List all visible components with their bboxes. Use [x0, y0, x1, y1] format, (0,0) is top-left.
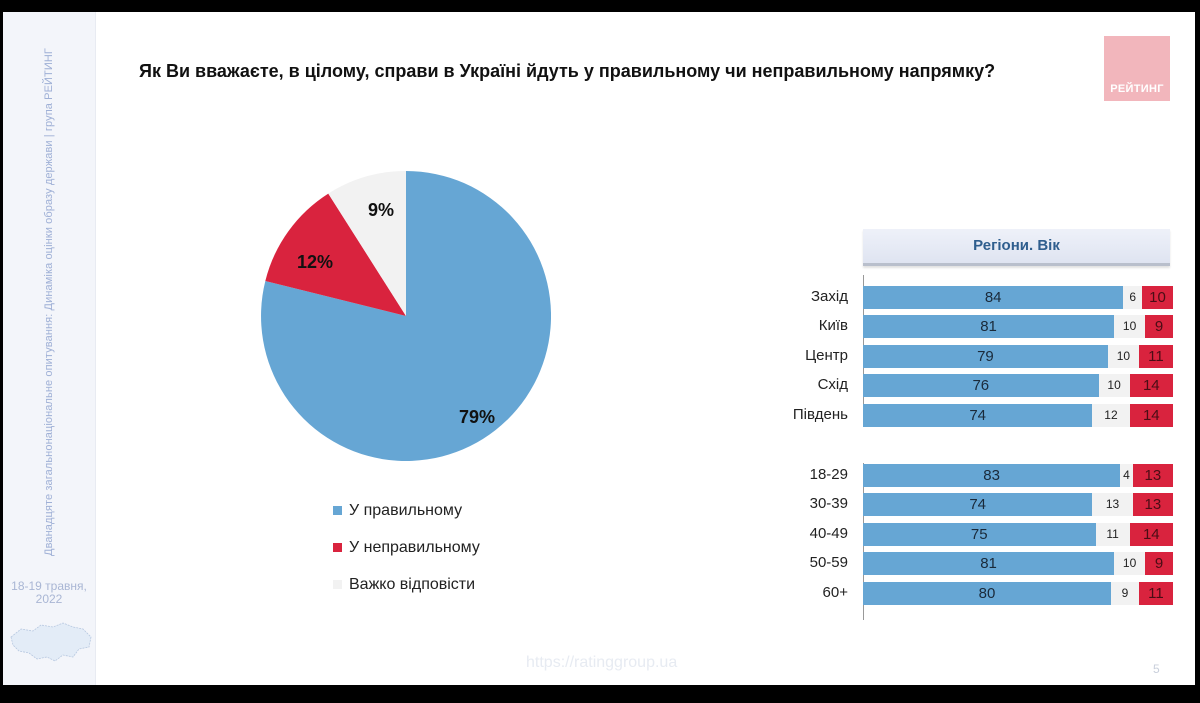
bar-label: Центр [805, 347, 848, 364]
bar-segment-right: 74 [863, 404, 1093, 427]
bar-segment-wrong: 13 [1132, 493, 1173, 516]
pie-legend: У правильному У неправильному Важко відп… [333, 492, 480, 603]
slide: Дванадцяте загальнонаціональне опитуванн… [3, 12, 1195, 685]
bar-segment-hard: 10 [1114, 315, 1146, 338]
bar-segment-right: 83 [863, 464, 1121, 487]
date-line-1: 18-19 травня, [11, 579, 87, 593]
legend-item-hard: Важко відповісти [333, 566, 480, 603]
pie-slice-wrong [265, 193, 406, 316]
bar-segment-wrong: 9 [1145, 552, 1173, 575]
bar-label: 60+ [822, 584, 848, 601]
bar-segment-right: 81 [863, 552, 1115, 575]
page-number: 5 [1153, 662, 1160, 676]
bar-segment-right: 75 [863, 523, 1096, 546]
ukraine-map-icon [10, 622, 92, 662]
bar-label: Схід [817, 376, 848, 393]
legend-swatch-right [333, 506, 342, 515]
bar-row: Південь 74 12 14 [783, 404, 1183, 427]
bar-segment-wrong: 9 [1145, 315, 1173, 338]
pie-label-hard: 9% [368, 200, 394, 220]
bar-row: 30-39 74 13 13 [783, 493, 1183, 516]
bar-segment-hard: 10 [1107, 345, 1139, 368]
page-title: Як Ви вважаєте, в цілому, справи в Украї… [139, 61, 996, 81]
logo-text: РЕЙТИНГ [1110, 83, 1164, 95]
bar-segment-wrong: 11 [1138, 582, 1173, 605]
bar-segment-right: 80 [863, 582, 1111, 605]
footer-url[interactable]: https://ratinggroup.ua [526, 654, 678, 671]
bar-segment-right: 79 [863, 345, 1108, 368]
pie-chart: 9% 12% 79% [261, 171, 551, 461]
legend-label-hard: Важко відповісти [349, 575, 476, 593]
bar-row: 60+ 80 9 11 [783, 582, 1183, 605]
bar-label: Захід [811, 288, 848, 305]
panel-header-regions-age: Регіони. Вік [863, 229, 1170, 266]
survey-date: 18-19 травня, 2022 [3, 580, 95, 606]
bar-segment-hard: 10 [1098, 374, 1130, 397]
bar-segment-hard: 13 [1092, 493, 1133, 516]
bar-row: 50-59 81 10 9 [783, 552, 1183, 575]
legend-label-right: У правильному [349, 501, 463, 519]
sidebar: Дванадцяте загальнонаціональне опитуванн… [3, 12, 96, 685]
pie-slice-right [261, 171, 551, 461]
bar-segment-hard: 4 [1120, 464, 1133, 487]
bar-segment-right: 84 [863, 286, 1124, 309]
bar-label: 30-39 [809, 495, 848, 512]
bar-label: 18-29 [809, 466, 848, 483]
legend-label-wrong: У неправильному [349, 538, 480, 556]
bar-segment-hard: 6 [1123, 286, 1142, 309]
bar-segment-wrong: 14 [1129, 404, 1173, 427]
legend-swatch-wrong [333, 543, 342, 552]
bar-segment-hard: 10 [1114, 552, 1146, 575]
bar-segment-hard: 11 [1095, 523, 1130, 546]
survey-caption: Дванадцяте загальнонаціональне опитуванн… [43, 48, 55, 556]
rating-logo: РЕЙТИНГ [1104, 36, 1170, 101]
legend-swatch-hard [333, 580, 342, 589]
bar-row: 18-29 83 4 13 [783, 464, 1183, 487]
bar-row: Центр 79 10 11 [783, 345, 1183, 368]
bar-segment-wrong: 14 [1129, 523, 1173, 546]
bar-label: 50-59 [809, 554, 848, 571]
bar-segment-right: 81 [863, 315, 1115, 338]
bar-segment-right: 76 [863, 374, 1099, 397]
pie-label-right: 79% [459, 407, 495, 427]
bar-segment-hard: 12 [1092, 404, 1130, 427]
legend-item-right: У правильному [333, 492, 480, 529]
date-line-2: 2022 [35, 592, 63, 606]
bar-segment-wrong: 13 [1132, 464, 1173, 487]
bar-segment-hard: 9 [1111, 582, 1139, 605]
bar-segment-wrong: 11 [1138, 345, 1173, 368]
bar-segment-right: 74 [863, 493, 1093, 516]
legend-item-wrong: У неправильному [333, 529, 480, 566]
bar-segment-wrong: 14 [1129, 374, 1173, 397]
bar-label: 40-49 [809, 525, 848, 542]
bar-row: Захід 84 6 10 [783, 286, 1183, 309]
bar-row: Схід 76 10 14 [783, 374, 1183, 397]
pie-label-wrong: 12% [297, 252, 333, 272]
bar-row: 40-49 75 11 14 [783, 523, 1183, 546]
bar-segment-wrong: 10 [1142, 286, 1173, 309]
pie-slice-hard [328, 171, 406, 316]
bar-label: Південь [792, 406, 848, 423]
bar-label: Київ [818, 317, 848, 334]
bar-row: Київ 81 10 9 [783, 315, 1183, 338]
